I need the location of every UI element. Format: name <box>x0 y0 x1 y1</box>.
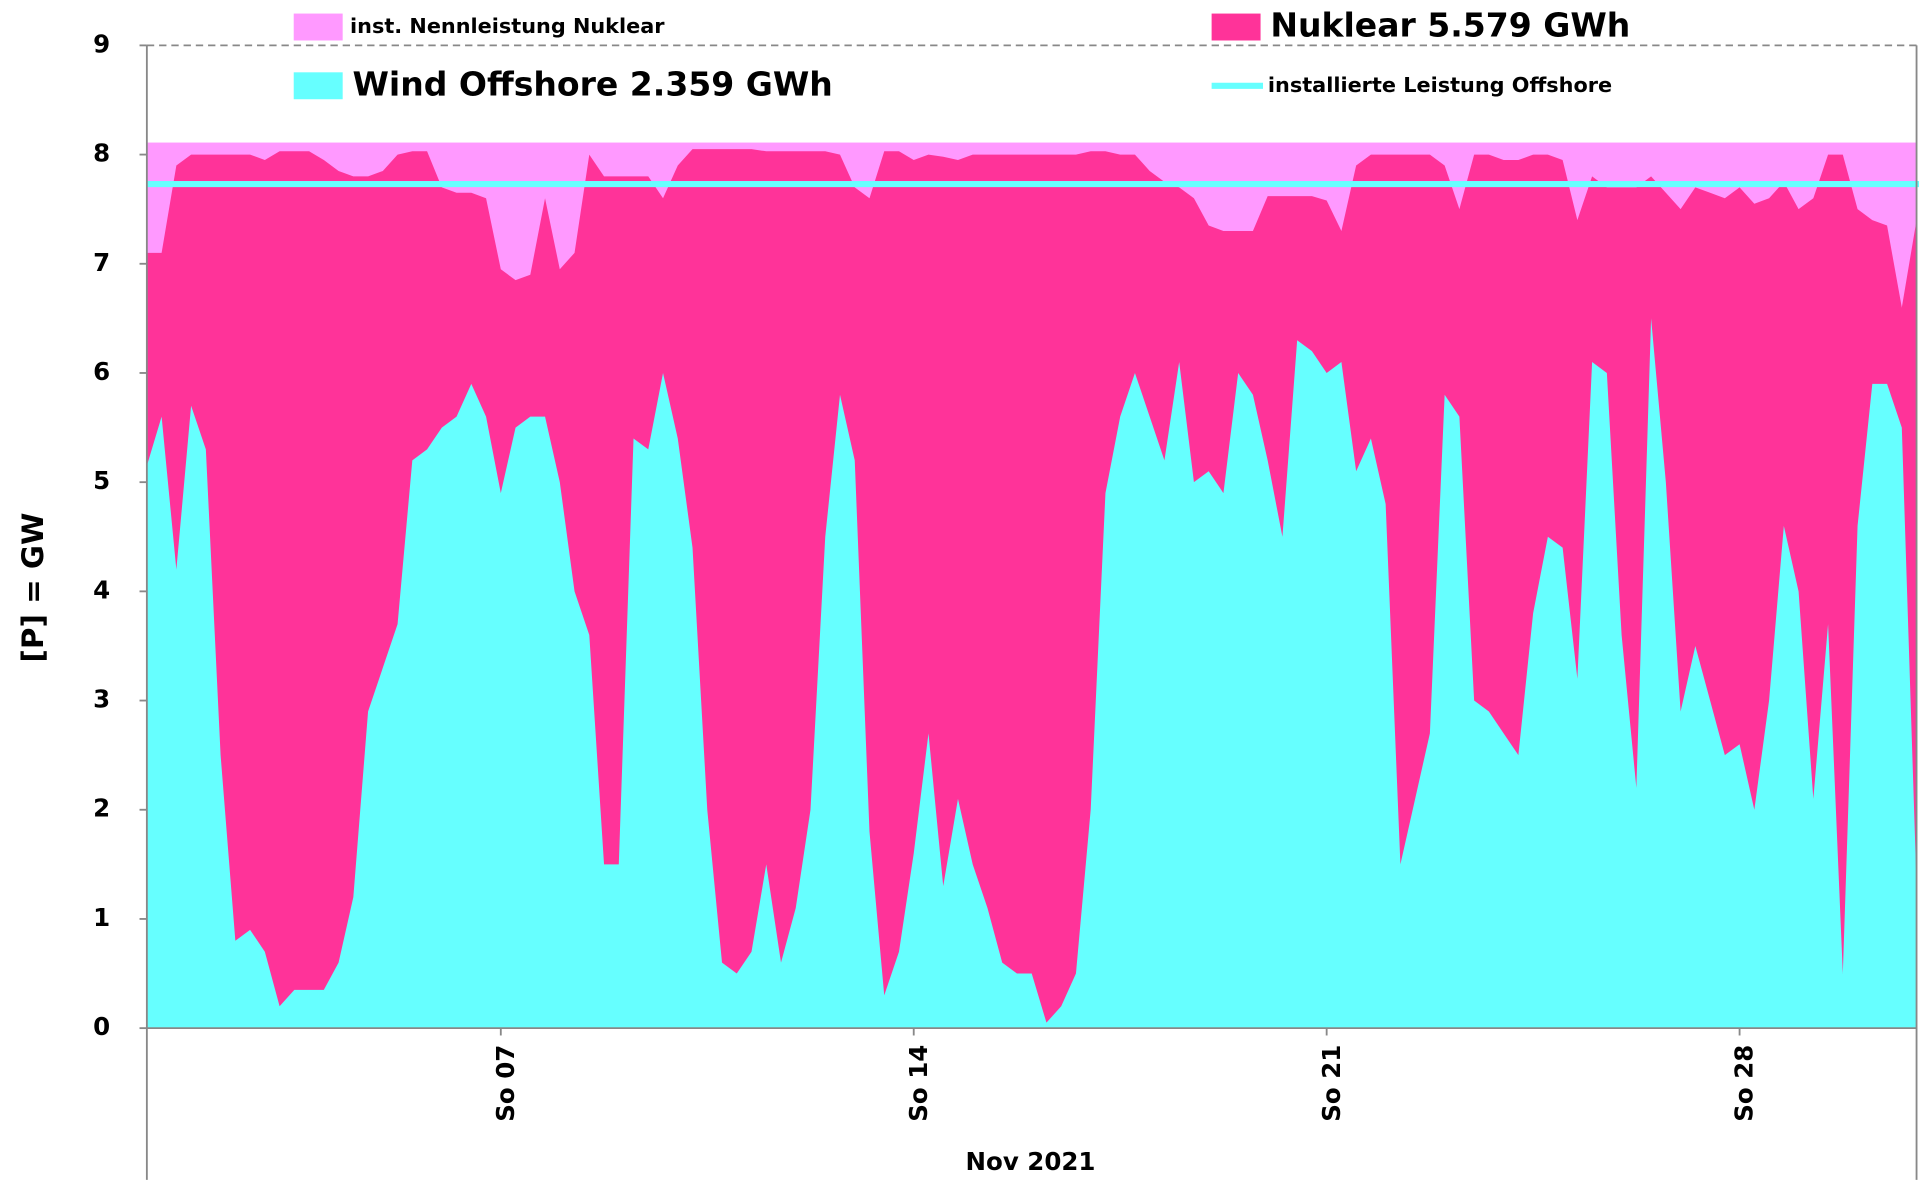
x-tick-label: So 21 <box>1317 1045 1346 1122</box>
plot-area <box>146 142 1919 1029</box>
legend-label: Wind Offshore 2.359 GWh <box>352 64 832 103</box>
y-tick-label: 9 <box>93 29 110 58</box>
legend-swatch <box>293 72 343 100</box>
y-tick-label: 1 <box>93 903 110 932</box>
legend-swatch <box>1211 13 1261 41</box>
x-tick-label: So 14 <box>904 1045 933 1122</box>
area <box>146 318 1917 1029</box>
x-axis-label: Nov 2021 <box>966 1147 1096 1176</box>
y-tick-label: 2 <box>93 794 110 823</box>
legend-swatch <box>293 13 343 41</box>
y-axis-label: [P] = GW <box>16 513 50 663</box>
y-tick-label: 6 <box>93 357 110 386</box>
x-tick-label: So 07 <box>491 1045 520 1122</box>
legend-label: Nuklear 5.579 GWh <box>1270 6 1630 45</box>
y-tick-label: 5 <box>93 466 110 495</box>
y-tick-label: 3 <box>93 685 110 714</box>
legend-label: installierte Leistung Offshore <box>1268 73 1612 97</box>
y-tick-label: 7 <box>93 248 110 277</box>
y-tick-label: 4 <box>93 575 110 604</box>
legend-label: inst. Nennleistung Nuklear <box>350 14 665 38</box>
y-tick-label: 0 <box>93 1012 110 1041</box>
y-tick-label: 8 <box>93 139 110 168</box>
x-tick-label: So 28 <box>1730 1045 1759 1122</box>
